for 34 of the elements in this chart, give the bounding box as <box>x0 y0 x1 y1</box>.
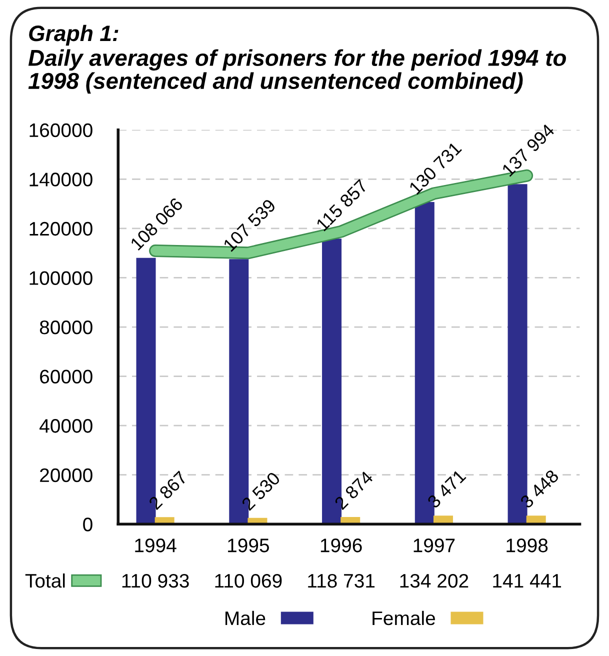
x-tick-label: 1994 <box>135 538 176 552</box>
y-tick-label: 80000 <box>40 320 92 334</box>
data-label: 118 731 <box>308 574 375 588</box>
legend-label: Total <box>25 573 65 588</box>
data-label: 110 933 <box>122 574 189 588</box>
x-tick-label: 1996 <box>320 538 362 552</box>
y-tick-label: 100000 <box>30 271 92 285</box>
chart-subtitle: Daily averages of prisoners for the period 1994 to 1998 (sentenced and unsentenced combined) <box>28 49 566 94</box>
data-label: 130 731 <box>408 141 462 195</box>
y-tick-label: 40000 <box>40 419 92 433</box>
legend-label: Male <box>225 610 266 626</box>
data-label: 110 069 <box>215 574 282 588</box>
x-tick-label: 1998 <box>506 538 548 552</box>
data-label: 141 441 <box>493 574 562 588</box>
x-tick-label: 1997 <box>414 538 455 552</box>
x-tick-label: 1995 <box>228 538 269 552</box>
y-tick-label: 160000 <box>30 123 92 138</box>
chart-title: Graph 1: <box>29 24 118 46</box>
data-label: 107 539 <box>222 198 276 252</box>
data-label: 2 874 <box>334 470 374 510</box>
data-label: 3 471 <box>426 469 466 509</box>
legend-label: Female <box>372 610 436 626</box>
y-tick-label: 120000 <box>30 222 92 236</box>
data-label: 2 530 <box>240 471 281 512</box>
data-label: 3 448 <box>519 468 560 509</box>
y-tick-label: 60000 <box>40 370 92 384</box>
y-tick-label: 0 <box>83 518 92 532</box>
y-tick-label: 20000 <box>40 468 92 482</box>
data-label: 134 202 <box>400 574 468 588</box>
data-label: 108 066 <box>130 197 184 251</box>
data-label: 2 867 <box>148 470 188 510</box>
y-tick-label: 140000 <box>30 172 92 186</box>
data-label: 137 994 <box>501 123 556 177</box>
data-label: 115 857 <box>316 178 368 232</box>
